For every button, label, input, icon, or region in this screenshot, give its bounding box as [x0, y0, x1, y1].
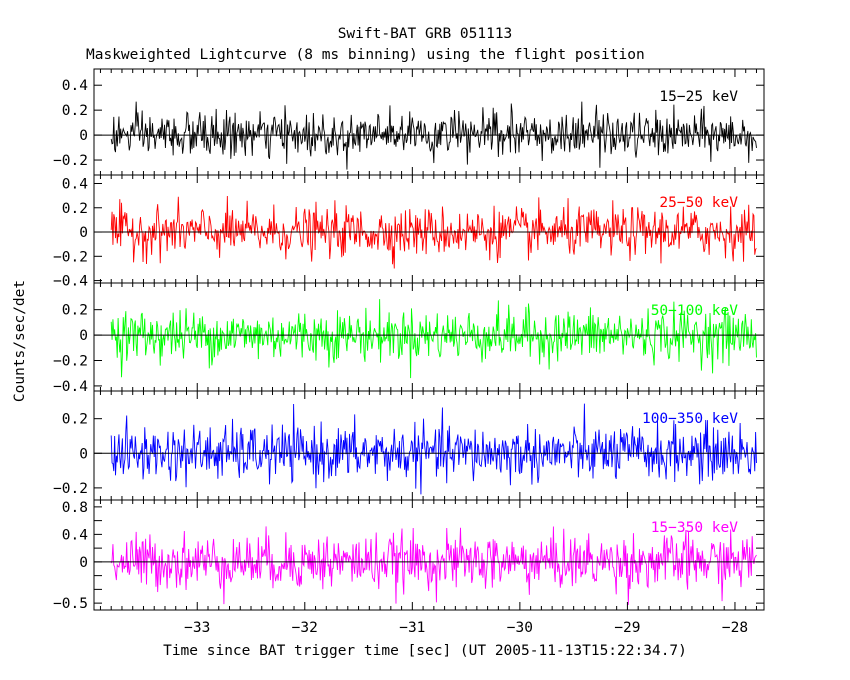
y-axis-label: Counts/sec/det — [12, 280, 28, 402]
panel-15-350-kev: 0.8 0.4 0 −0.5 15−350 keV — [53, 499, 765, 612]
energy-band-label: 25−50 keV — [659, 195, 738, 211]
y-tick-label: −0.4 — [53, 379, 88, 395]
panel-frame — [93, 68, 765, 176]
y-tick-label: 0 — [79, 225, 88, 241]
y-tick-label: 0 — [79, 446, 88, 462]
y-tick-label: −0.2 — [53, 481, 88, 497]
panel-50-100-kev: 0.2 0 −0.2 −0.4 50−100 keV — [53, 282, 765, 395]
x-tick-label: −32 — [292, 620, 318, 636]
x-tick-label: −31 — [399, 620, 425, 636]
energy-band-label: 50−100 keV — [651, 303, 739, 319]
panel-15-25-kev: 0.4 0.2 0 −0.2 15−25 keV — [53, 68, 765, 176]
series-15-350-kev — [110, 526, 757, 605]
series-15-25-kev — [110, 101, 757, 170]
y-tick-label: 0.4 — [62, 176, 88, 192]
y-tick-label: 0.4 — [62, 527, 88, 543]
x-axis-label: Time since BAT trigger time [sec] (UT 20… — [163, 643, 687, 659]
y-tick-label: 0.4 — [62, 78, 88, 94]
chart-title: Swift-BAT GRB 051113 — [338, 26, 513, 42]
y-tick-label: −0.5 — [53, 596, 88, 612]
x-tick-label: −33 — [184, 620, 210, 636]
panel-25-50-kev: 0.4 0.2 0 −0.2 −0.4 25−50 keV — [53, 174, 765, 290]
y-tick-label: 0 — [79, 555, 88, 571]
y-tick-label: 0.2 — [62, 412, 88, 428]
x-tick-label: −28 — [722, 620, 748, 636]
x-tick-label: −30 — [507, 620, 533, 636]
panels-group: 0.4 0.2 0 −0.2 15−25 keV 0.4 0.2 0 −0.2 −0.4 25−50… — [53, 68, 765, 636]
x-tick-label: −29 — [614, 620, 640, 636]
y-tick-label: −0.4 — [53, 274, 88, 290]
y-tick-label: 0.2 — [62, 201, 88, 217]
y-tick-label: 0.8 — [62, 500, 88, 516]
series-25-50-kev — [110, 196, 757, 269]
y-tick-label: 0.2 — [62, 303, 88, 319]
chart-subtitle: Maskweighted Lightcurve (8 ms binning) u… — [86, 47, 645, 63]
y-tick-label: −0.2 — [53, 249, 88, 265]
energy-band-label: 100−350 keV — [642, 411, 738, 427]
energy-band-label: 15−25 keV — [659, 89, 738, 105]
y-tick-label: 0.2 — [62, 103, 88, 119]
panel-100-350-kev: 0.2 0 −0.2 100−350 keV — [53, 390, 765, 501]
energy-band-label: 15−350 keV — [651, 520, 739, 536]
y-tick-label: −0.2 — [53, 153, 88, 169]
y-tick-label: 0 — [79, 328, 88, 344]
y-tick-label: 0 — [79, 128, 88, 144]
panel-frame — [93, 499, 765, 611]
y-tick-label: −0.2 — [53, 354, 88, 370]
